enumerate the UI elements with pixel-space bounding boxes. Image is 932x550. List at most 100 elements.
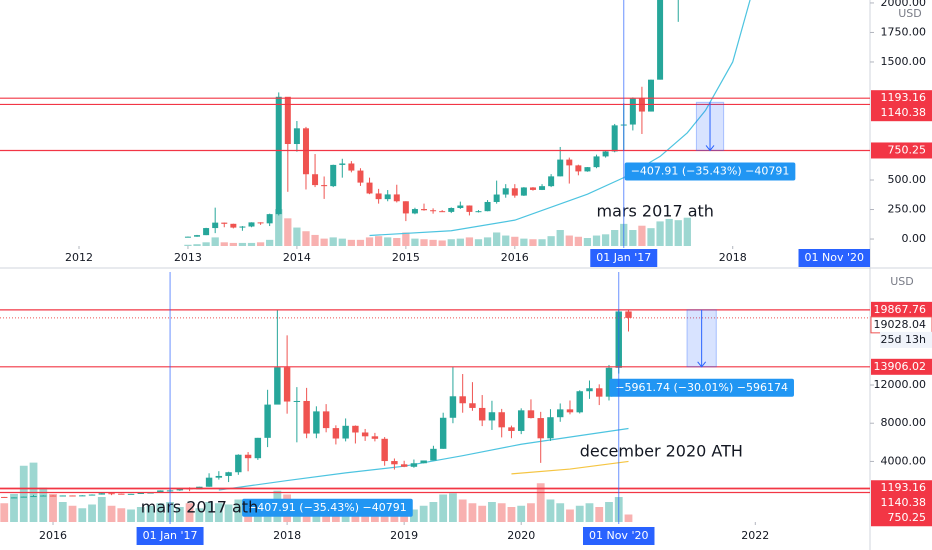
pane-overlay: 0.00 250.00 500.00 1500.00 1750.00 2000.00 201… xyxy=(65,0,932,267)
candle-body xyxy=(411,209,418,214)
candle-body xyxy=(352,425,359,433)
candle-body xyxy=(239,226,246,228)
candle-body xyxy=(430,448,437,461)
level-label: 1193.16 xyxy=(881,481,927,494)
level-label-box xyxy=(871,301,932,318)
candle-body xyxy=(439,417,447,449)
candle-body xyxy=(466,205,473,212)
candle-body xyxy=(184,236,191,238)
volume-bar xyxy=(127,509,135,522)
x-tick-label: 2018 xyxy=(273,529,301,542)
volume-bar xyxy=(175,507,184,522)
candle-body xyxy=(566,409,574,413)
candle-body xyxy=(539,186,546,190)
current-price-label: 19028.04 xyxy=(874,318,927,331)
candle-body xyxy=(49,495,57,497)
candle-body xyxy=(293,400,301,402)
volume-bar xyxy=(566,509,574,522)
candle-body xyxy=(348,163,355,171)
candle-body xyxy=(484,201,491,212)
x-tick-label: 2016 xyxy=(39,529,67,542)
candle-body xyxy=(493,194,500,202)
candle-body xyxy=(118,493,125,495)
candle-body xyxy=(537,418,544,439)
candle-body xyxy=(88,494,96,496)
candle-body xyxy=(586,388,593,392)
y-tick-label: 8000.00 xyxy=(881,416,927,429)
volume-bar xyxy=(136,507,145,522)
measure-arrow-head xyxy=(705,145,715,152)
candle-body xyxy=(302,128,309,175)
candle-body xyxy=(157,490,164,493)
candle-body xyxy=(230,223,237,228)
candle-body xyxy=(283,367,291,402)
annotation: mars 2017 ath xyxy=(141,497,258,516)
candle-body xyxy=(384,194,391,200)
candle-body xyxy=(625,311,632,318)
volume-bar xyxy=(49,493,57,522)
measure-label-box xyxy=(609,378,794,397)
candle-body xyxy=(488,412,496,421)
annotation: mars 2017 ath xyxy=(597,202,714,221)
volume-bar xyxy=(320,238,328,246)
candle-body xyxy=(410,463,418,467)
volume-bar xyxy=(497,503,506,522)
volume-bar xyxy=(185,503,194,522)
volume-bar xyxy=(538,239,546,246)
x-tick-label: 2022 xyxy=(741,529,769,542)
volume-bar xyxy=(234,499,243,522)
candle-body xyxy=(527,410,535,419)
volume-bar xyxy=(411,238,419,246)
y-tick-label: 4000.00 xyxy=(881,454,927,467)
candle-body xyxy=(357,170,364,183)
candle-body xyxy=(400,464,408,467)
volume-bar xyxy=(329,237,337,246)
level-label-box xyxy=(871,90,932,107)
candle-body xyxy=(593,156,600,168)
volume-bar xyxy=(202,242,210,246)
volume-bar xyxy=(68,505,77,522)
volume-bar xyxy=(439,494,448,522)
candle-body xyxy=(248,222,255,227)
candle-body xyxy=(381,438,388,462)
candle-body xyxy=(430,210,437,212)
level-label: 750.25 xyxy=(888,511,927,524)
volume-bar xyxy=(447,239,455,246)
candle-body xyxy=(284,96,291,145)
volume-bar xyxy=(39,487,48,522)
pane-overlay: 4000.00 8000.00 12000.00 2016 2018 2019 2020 20… xyxy=(39,272,932,545)
candle-body xyxy=(332,428,340,439)
volume-bar xyxy=(438,240,446,246)
candle-body xyxy=(402,201,409,214)
candle-body xyxy=(469,403,476,408)
volume-bar xyxy=(156,503,165,522)
x-tick-label: 2012 xyxy=(65,251,93,264)
volume-bar xyxy=(229,242,237,246)
candle-body xyxy=(266,214,273,224)
volume-bar xyxy=(19,465,28,522)
volume-bar xyxy=(511,236,519,246)
volume-bar xyxy=(483,237,492,246)
y-tick-label: 12000.00 xyxy=(874,378,927,391)
volume-bar xyxy=(311,234,319,246)
y-tick-label: 0.00 xyxy=(902,232,927,245)
time-marker-label: 01 Nov '20 xyxy=(805,251,864,264)
candle-body xyxy=(371,436,379,439)
volume-bar xyxy=(520,238,528,246)
volume-bar xyxy=(195,508,204,522)
y-tick-label: 250.00 xyxy=(888,203,927,216)
volume-bar xyxy=(284,218,292,246)
candle-body xyxy=(312,174,319,186)
candle-body xyxy=(459,396,466,404)
candle-body xyxy=(576,391,583,413)
candle-body xyxy=(420,460,427,464)
candle-body xyxy=(605,367,613,397)
level-label: 19867.76 xyxy=(874,303,927,316)
volume-bar xyxy=(117,508,126,522)
volume-bar xyxy=(458,499,467,522)
candle-body xyxy=(566,159,573,166)
volume-bar xyxy=(0,503,9,522)
volume-bar xyxy=(88,504,96,522)
volume-bar xyxy=(493,232,501,246)
